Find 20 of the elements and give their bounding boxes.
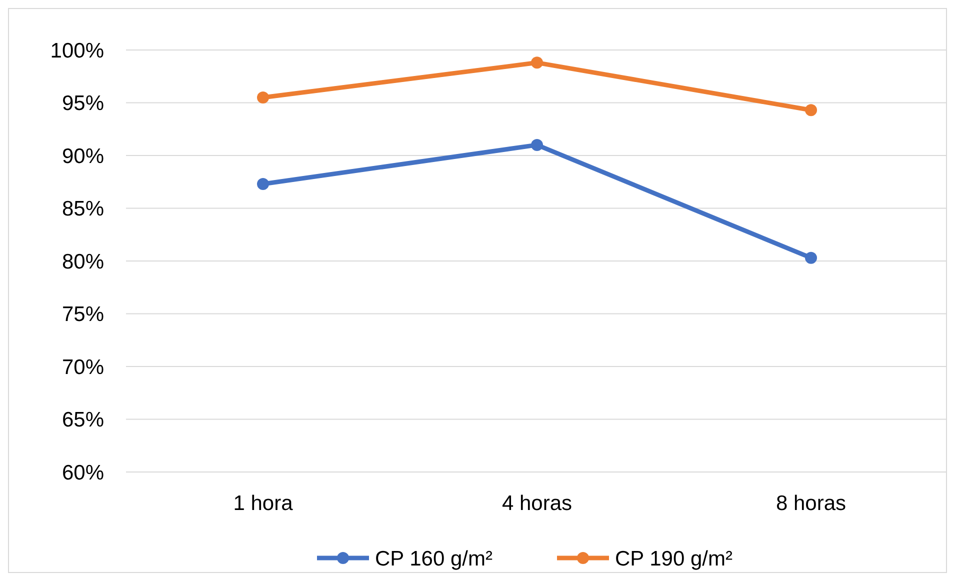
legend-label: CP 190 g/m² [615, 547, 733, 570]
point [257, 178, 269, 190]
y-tick-label: 80% [62, 250, 104, 274]
x-tick-label: 1 hora [233, 492, 294, 515]
x-tick-label: 4 horas [502, 492, 572, 515]
point [531, 56, 543, 69]
y-tick-label: 95% [62, 92, 104, 116]
legend-label: CP 160 g/m² [375, 547, 493, 570]
y-tick-label: 70% [62, 356, 104, 379]
point [805, 104, 817, 116]
y-tick-label: 90% [62, 144, 104, 168]
y-tick-label: 60% [62, 461, 104, 484]
y-tick-label: 100% [50, 39, 104, 62]
point [805, 252, 817, 264]
y-tick-label: 65% [62, 408, 104, 432]
point [531, 138, 543, 151]
x-tick-label: 8 horas [776, 492, 846, 515]
y-tick-label: 75% [62, 303, 104, 326]
point [257, 91, 269, 104]
y-tick-label: 85% [62, 198, 104, 221]
